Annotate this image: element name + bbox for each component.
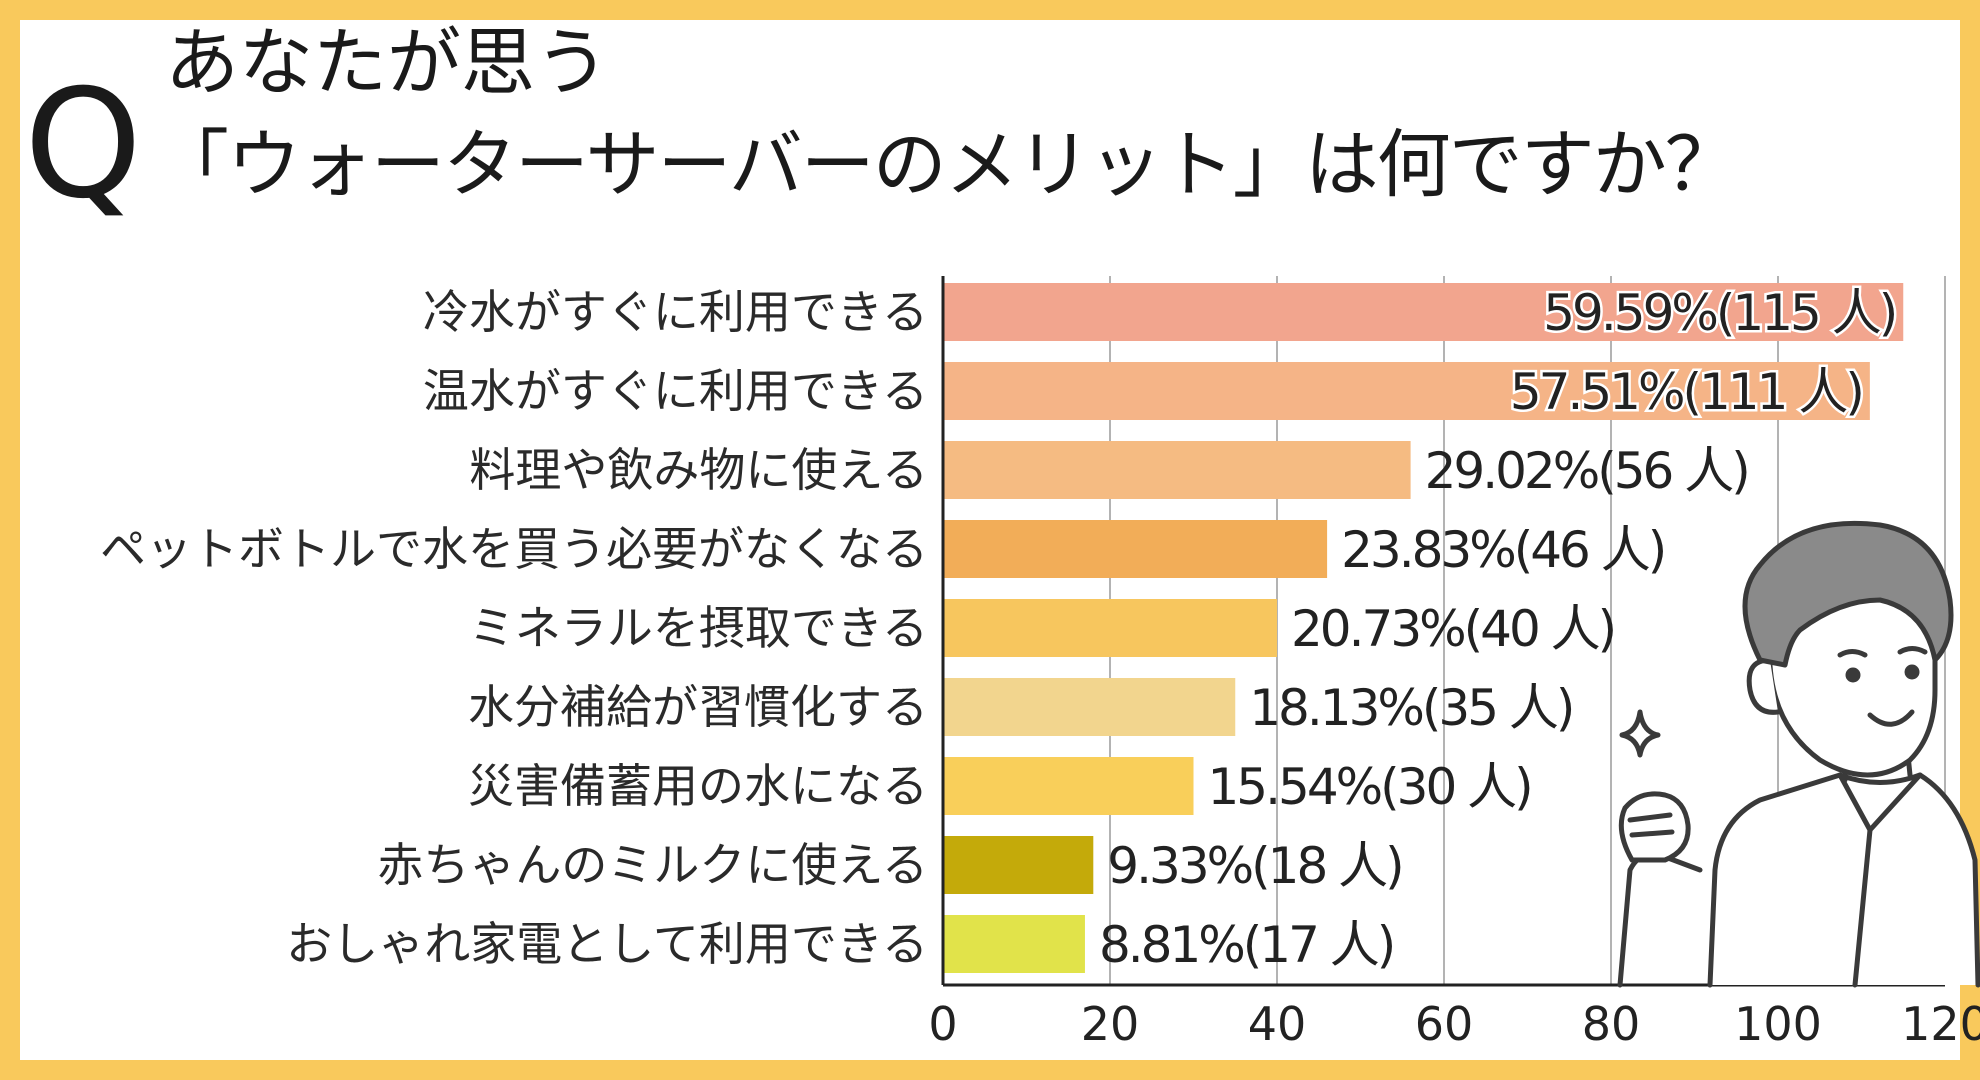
bar [943,362,1870,420]
bar [943,283,1904,341]
bar [943,520,1328,578]
bar [943,757,1194,815]
x-tick-label: 80 [1582,997,1641,1051]
bar [943,599,1277,657]
category-label: 温水がすぐに利用できる [423,364,928,418]
category-label: おしゃれ家電として利用できる [286,917,928,971]
tick-labels: 0 20 40 60 80 100 120 [928,997,1980,1051]
bar [943,915,1085,973]
value-label: 59.59%(115 人) [1543,284,1895,342]
value-label: 15.54%(30 人) [1208,758,1531,816]
category-label: 料理や飲み物に使える [469,443,928,497]
value-label: 9.33%(18 人) [1107,837,1401,895]
x-tick-label: 40 [1248,997,1307,1051]
bars [943,283,1904,973]
category-label: ペットボトルで水を買う必要がなくなる [100,522,928,576]
category-label: 冷水がすぐに利用できる [423,285,928,339]
x-tick-label: 60 [1415,997,1474,1051]
category-label: 水分補給が習慣化する [468,680,928,734]
x-tick-label: 100 [1734,997,1822,1051]
question-title-line-1: あなたが思う [165,20,609,106]
bar [943,836,1094,894]
value-label: 8.81%(17 人) [1099,916,1393,974]
x-tick-label: 120 [1901,997,1980,1051]
x-tick-label: 20 [1081,997,1140,1051]
value-label: 29.02%(56 人) [1425,442,1748,500]
value-label: 23.83%(46 人) [1341,521,1664,579]
question-title-line-2: 「ウォーターサーバーのメリット」は何ですか？ [155,122,1739,208]
value-labels: 59.59%(115 人) 57.51%(111 人) 29.02%(56 人) 23… [1099,282,1901,975]
bar [943,441,1411,499]
category-label: ミネラルを摂取できる [469,601,928,655]
category-label: 赤ちゃんのミルクに使える [377,838,928,892]
bar [943,678,1236,736]
value-label: 20.73%(40 人) [1291,600,1614,658]
sparkle-icon [1619,709,1661,758]
man-illustration [1617,520,1980,988]
category-labels: 冷水がすぐに利用できる温水がすぐに利用できる料理や飲み物に使えるペットボトルで水… [100,285,928,971]
value-label: 18.13%(35 人) [1249,679,1572,737]
question-mark: Q [24,58,143,232]
x-tick-label: 0 [928,997,957,1051]
category-label: 災害備蓄用の水になる [468,759,928,813]
value-label: 57.51%(111 人) [1510,363,1862,421]
